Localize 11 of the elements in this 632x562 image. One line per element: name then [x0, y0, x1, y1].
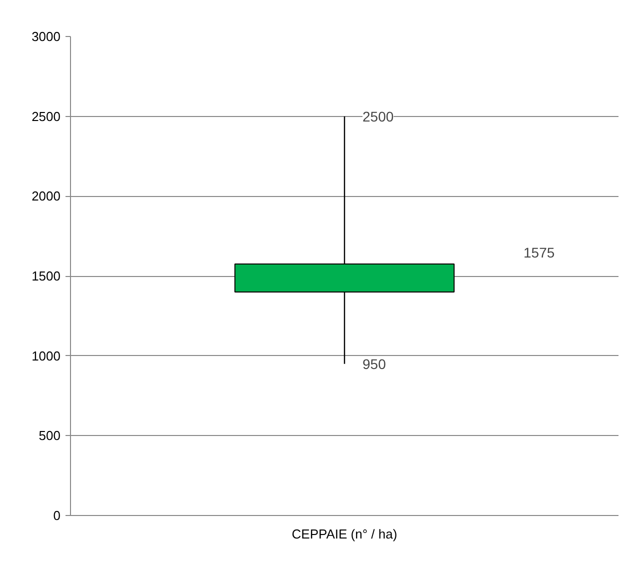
y-tick-label: 0 [53, 508, 61, 523]
y-tick-label: 500 [38, 428, 61, 444]
y-tick-label: 3000 [32, 29, 60, 44]
y-tick-label: 2000 [32, 188, 60, 204]
annotation: 950 [362, 356, 386, 372]
y-tick-label: 1000 [32, 348, 60, 364]
annotation: 2500 [362, 108, 394, 124]
annotation: 1575 [524, 244, 555, 260]
y-tick-label: 2500 [32, 108, 60, 124]
x-tick-label: CEPPAIE (n° / ha) [292, 526, 398, 542]
y-tick-label: 1500 [32, 268, 60, 284]
